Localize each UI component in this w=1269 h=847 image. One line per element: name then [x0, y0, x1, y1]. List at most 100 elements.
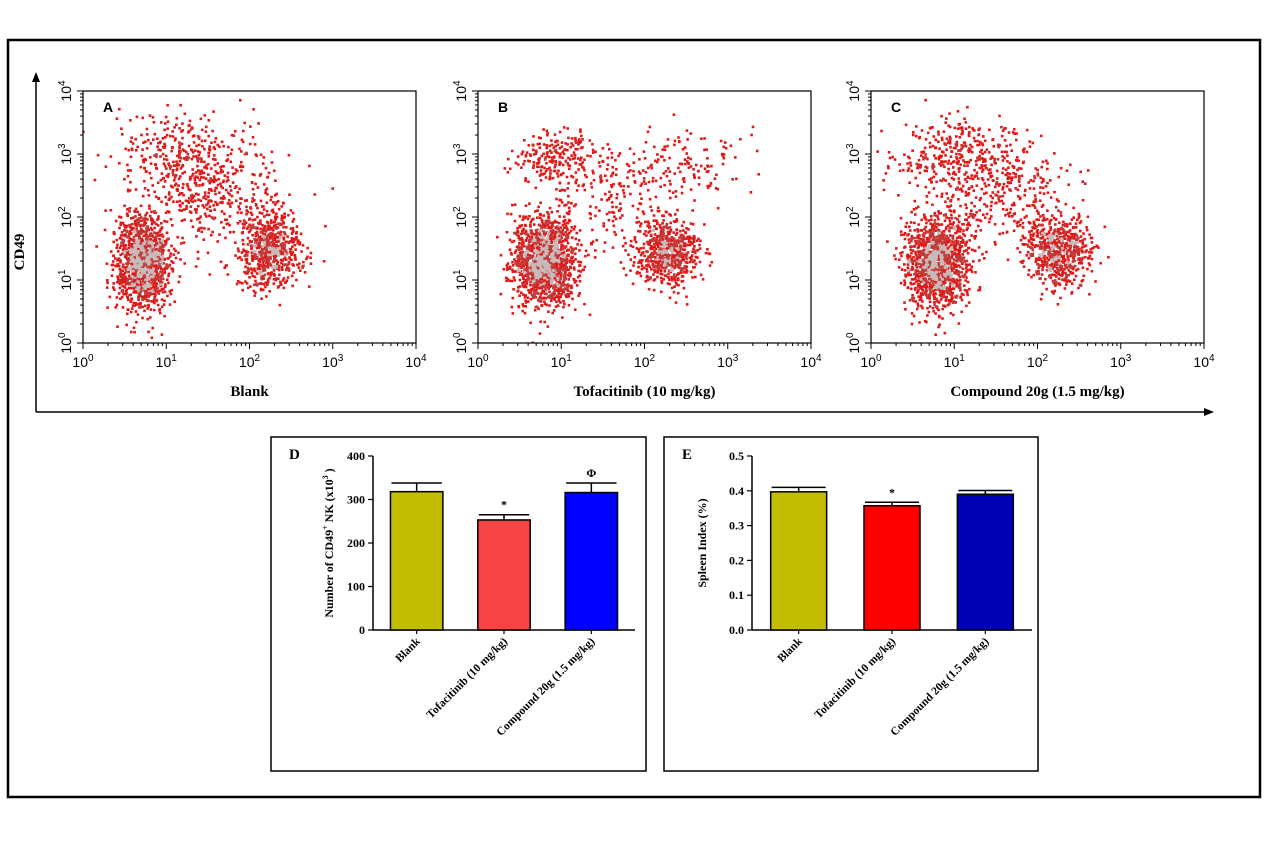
scatter-point: [675, 231, 679, 235]
scatter-point: [148, 204, 151, 208]
scatter-point: [127, 243, 131, 247]
scatter-point: [76, 162, 79, 165]
scatter-point: [122, 239, 126, 242]
scatter-point: [531, 284, 535, 287]
scatter-point: [562, 152, 566, 156]
scatter-point: [160, 200, 163, 204]
scatter-point: [223, 174, 227, 177]
scatter-point: [648, 265, 652, 269]
scatter-point: [551, 281, 554, 285]
scatter-point: [228, 215, 232, 218]
scatter-point: [138, 257, 141, 261]
scatter-point: [698, 243, 701, 247]
scatter-point: [267, 261, 271, 265]
scatter-point: [130, 222, 134, 226]
scatter-point: [256, 206, 259, 210]
scatter-point: [281, 245, 284, 248]
scatter-point: [654, 261, 658, 264]
scatter-point: [550, 275, 554, 279]
scatter-point: [284, 263, 288, 266]
scatter-point: [129, 180, 132, 184]
scatter-point: [137, 302, 140, 306]
scatter-point: [219, 185, 223, 188]
scatter-point: [672, 290, 676, 294]
scatter-point: [564, 264, 567, 267]
scatter-point: [547, 219, 551, 223]
scatter-point: [172, 169, 175, 172]
scatter-point: [260, 270, 263, 274]
scatter-point: [169, 292, 173, 296]
scatter-point: [132, 247, 135, 251]
scatter-point: [130, 249, 134, 252]
x-tick-label: 104: [405, 353, 427, 370]
scatter-point: [139, 285, 143, 288]
scatter-point: [552, 292, 556, 295]
scatter-point: [577, 239, 581, 242]
scatter-point: [258, 272, 262, 275]
scatter-point: [135, 253, 139, 257]
scatter-point: [540, 268, 543, 271]
scatter-point: [522, 293, 525, 296]
scatter-point: [164, 115, 168, 119]
scatter-point: [182, 241, 186, 244]
scatter-point: [250, 181, 254, 184]
scatter-point: [163, 144, 167, 148]
scatter-point: [544, 156, 547, 159]
scatter-point: [565, 226, 568, 230]
scatter-point: [239, 197, 242, 200]
scatter-point: [178, 127, 181, 130]
scatter-point: [239, 164, 242, 168]
scatter-point: [543, 302, 547, 306]
scatter-point: [240, 150, 243, 153]
scatter-point: [275, 243, 278, 247]
scatter-point: [200, 158, 203, 162]
scatter-point: [133, 229, 137, 233]
scatter-point: [251, 135, 255, 139]
scatter-point: [570, 137, 574, 140]
scatter-point: [130, 242, 134, 246]
scatter-point: [540, 277, 544, 281]
scatter-point: [571, 144, 575, 147]
scatter-point: [567, 268, 570, 271]
scatter-point: [552, 240, 555, 243]
scatter-point: [159, 311, 162, 315]
scatter-point: [692, 247, 695, 251]
scatter-point: [149, 256, 153, 259]
scatter-point: [556, 269, 560, 273]
scatter-point: [537, 238, 540, 241]
scatter-point: [167, 162, 170, 165]
scatter-point: [151, 221, 154, 224]
scatter-point: [182, 193, 185, 197]
scatter-point: [130, 330, 133, 334]
scatter-point: [244, 221, 248, 224]
scatter-point: [674, 279, 677, 282]
scatter-point: [133, 219, 137, 223]
scatter-point: [170, 244, 173, 248]
scatter-point: [156, 289, 159, 292]
scatter-point: [145, 147, 149, 150]
scatter-point: [142, 253, 145, 257]
scatter-point: [654, 257, 658, 261]
scatter-point: [545, 245, 549, 249]
scatter-point: [532, 277, 535, 280]
scatter-point: [152, 138, 155, 141]
scatter-point: [143, 262, 146, 266]
scatter-point: [164, 211, 168, 214]
scatter-point: [546, 223, 550, 227]
scatter-point: [271, 252, 274, 255]
scatter-point: [583, 265, 587, 269]
scatter-point: [579, 158, 582, 162]
scatter-point: [258, 270, 261, 273]
scatter-point: [210, 216, 214, 219]
scatter-point: [522, 277, 525, 280]
scatter-point: [544, 258, 548, 262]
scatter-point: [121, 269, 125, 272]
scatter-point: [547, 287, 550, 290]
scatter-point: [160, 333, 164, 336]
scatter-point: [113, 257, 117, 260]
scatter-point: [183, 170, 187, 174]
scatter-point: [513, 251, 517, 254]
scatter-point: [143, 253, 147, 256]
scatter-point: [271, 233, 274, 237]
scatter-point: [147, 263, 151, 267]
